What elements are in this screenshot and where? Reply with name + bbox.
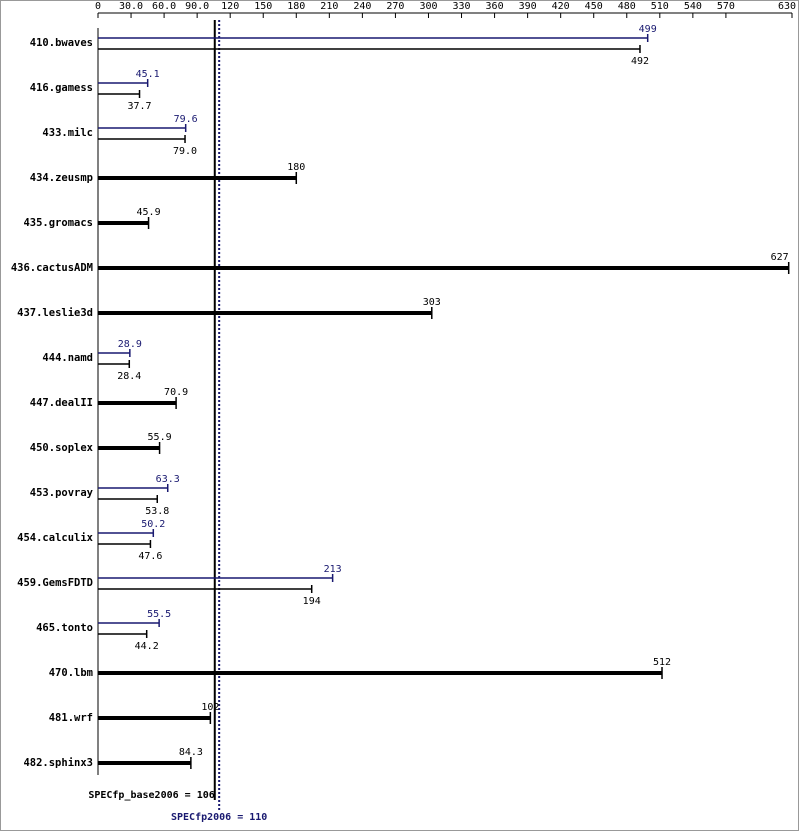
x-tick-label: 180 <box>287 1 305 12</box>
category-label: 482.sphinx3 <box>23 757 93 769</box>
value-label: 180 <box>287 162 305 173</box>
value-label: 512 <box>653 657 671 668</box>
value-label: 55.9 <box>148 432 172 443</box>
base-value-label: 37.7 <box>127 101 151 112</box>
x-tick-label: 60.0 <box>152 1 176 12</box>
x-tick-label: 240 <box>353 1 371 12</box>
category-label: 434.zeusmp <box>30 172 93 184</box>
reference-label: SPECfp2006 = 110 <box>171 812 267 823</box>
category-label: 470.lbm <box>49 667 93 679</box>
x-tick-label: 480 <box>618 1 636 12</box>
x-tick-label: 510 <box>651 1 669 12</box>
x-tick-label: 330 <box>452 1 470 12</box>
peak-value-label: 55.5 <box>147 609 171 620</box>
x-tick-label: 30.0 <box>119 1 143 12</box>
x-tick-label: 120 <box>221 1 239 12</box>
base-value-label: 44.2 <box>135 641 159 652</box>
value-label: 45.9 <box>137 207 161 218</box>
value-label: 303 <box>423 297 441 308</box>
x-tick-label: 300 <box>419 1 437 12</box>
base-value-label: 79.0 <box>173 146 197 157</box>
category-label: 433.milc <box>42 127 93 139</box>
category-label: 436.cactusADM <box>11 262 93 274</box>
peak-value-label: 79.6 <box>174 114 198 125</box>
x-tick-label: 210 <box>320 1 338 12</box>
category-label: 481.wrf <box>49 712 93 724</box>
x-tick-label: 630 <box>778 1 796 12</box>
peak-value-label: 499 <box>639 24 657 35</box>
category-label: 435.gromacs <box>23 217 93 229</box>
peak-value-label: 28.9 <box>118 339 142 350</box>
category-label: 410.bwaves <box>30 37 93 49</box>
x-tick-label: 450 <box>585 1 603 12</box>
category-label: 465.tonto <box>36 622 93 634</box>
category-label: 437.leslie3d <box>17 307 93 319</box>
x-tick-label: 420 <box>552 1 570 12</box>
base-value-label: 492 <box>631 56 649 67</box>
peak-value-label: 45.1 <box>136 69 160 80</box>
base-value-label: 194 <box>303 596 321 607</box>
x-tick-label: 0 <box>95 1 101 12</box>
x-tick-label: 360 <box>486 1 504 12</box>
category-label: 459.GemsFDTD <box>17 577 93 589</box>
value-label: 84.3 <box>179 747 203 758</box>
base-value-label: 53.8 <box>145 506 169 517</box>
x-tick-label: 270 <box>386 1 404 12</box>
category-label: 453.povray <box>30 487 94 499</box>
category-label: 444.namd <box>42 352 93 364</box>
base-value-label: 47.6 <box>138 551 162 562</box>
reference-label: SPECfp_base2006 = 106 <box>88 790 214 801</box>
category-label: 416.gamess <box>30 82 93 94</box>
peak-value-label: 63.3 <box>156 474 180 485</box>
peak-value-label: 50.2 <box>141 519 165 530</box>
x-tick-label: 90.0 <box>185 1 209 12</box>
value-label: 627 <box>771 252 789 263</box>
peak-value-label: 213 <box>324 564 342 575</box>
category-label: 450.soplex <box>30 442 94 454</box>
x-tick-label: 390 <box>519 1 537 12</box>
value-label: 102 <box>201 702 219 713</box>
x-tick-label: 150 <box>254 1 272 12</box>
base-value-label: 28.4 <box>117 371 141 382</box>
x-tick-label: 540 <box>684 1 702 12</box>
category-label: 454.calculix <box>17 532 94 544</box>
x-tick-label: 570 <box>717 1 735 12</box>
category-label: 447.dealII <box>30 397 93 409</box>
value-label: 70.9 <box>164 387 188 398</box>
